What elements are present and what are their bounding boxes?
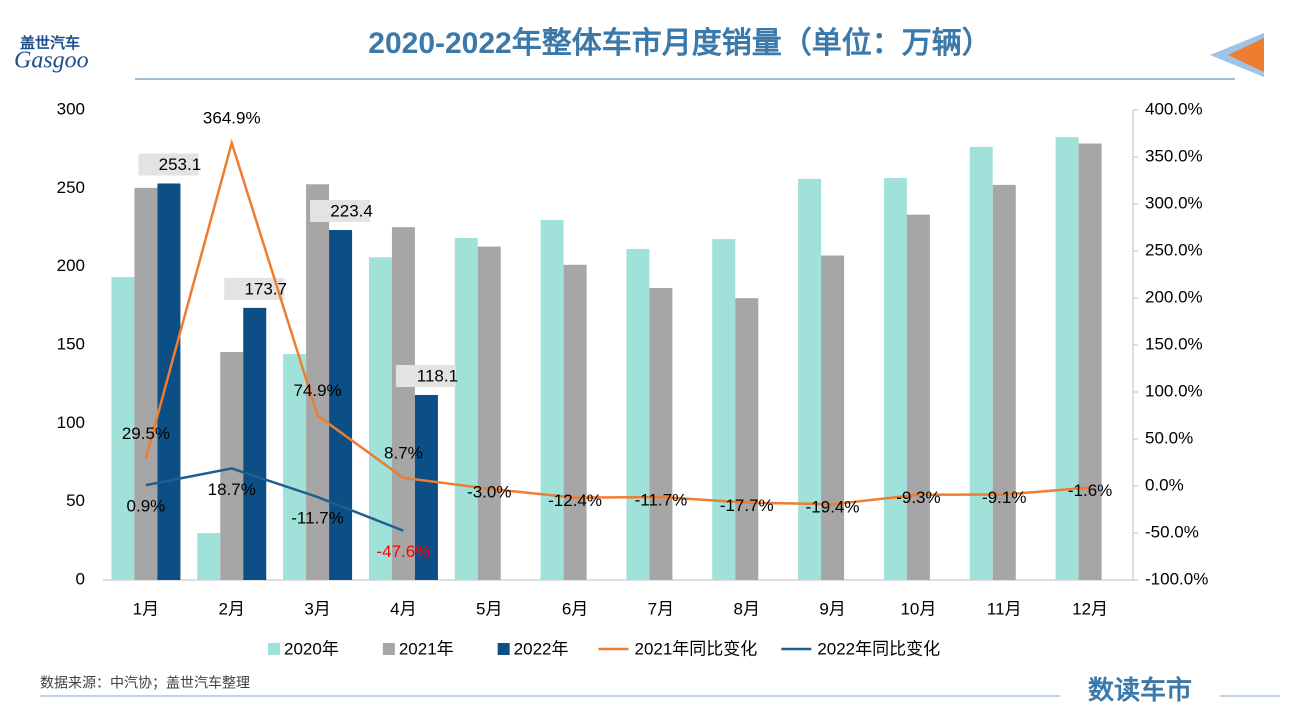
x-tick-label: 11月 [987,599,1022,618]
data-label: 29.5% [122,424,170,443]
bar [477,246,501,580]
label-box [224,277,285,300]
bar [306,184,330,580]
x-tick-label: 3月 [304,599,330,618]
data-label: 0.9% [127,497,166,516]
y2-tick-label: -50.0% [1145,522,1199,541]
data-label: -11.7% [291,508,344,527]
legend-label: 2020年 [284,639,339,658]
y2-tick-label: 300.0% [1145,193,1203,212]
bar [368,257,392,580]
label-box [138,153,199,176]
legend-swatch [497,643,510,655]
y2-tick-label: 400.0% [1145,99,1203,118]
bar [197,533,221,580]
legend-label: 2022年同比变化 [817,639,940,658]
y-tick-label: 300 [57,99,85,118]
bar [906,214,930,581]
line [145,467,404,532]
label-box [395,364,456,387]
y-tick-label: 250 [57,178,85,197]
bar [821,255,845,580]
bar [134,187,158,580]
legend-label: 2021年 [399,639,454,658]
bar [283,354,307,580]
x-tick-label: 5月 [476,599,502,618]
x-tick-label: 6月 [562,599,588,618]
bar [1078,143,1102,580]
y-tick-label: 100 [57,413,85,432]
bar [649,287,673,580]
x-tick-label: 7月 [648,599,674,618]
bar [563,264,587,580]
y-tick-label: 50 [66,491,85,510]
y-tick-label: 200 [57,256,85,275]
data-label: -12.4% [548,491,602,510]
bar [111,277,135,580]
bar [883,177,907,580]
data-label: -17.7% [720,496,774,515]
bar [626,248,650,581]
data-label: -11.7% [635,490,688,509]
x-tick-label: 2月 [219,599,245,618]
footer-brand: 数读车市 [1088,675,1192,705]
y-tick-label: 0 [76,569,85,588]
logo-cn: 盖世汽车 [20,34,80,52]
data-label: 18.7% [208,480,256,499]
bar [454,237,478,580]
x-tick-label: 4月 [390,599,416,618]
data-label: -1.6% [1068,481,1112,500]
bar [329,230,353,581]
x-tick-label: 12月 [1072,599,1108,618]
y2-tick-label: -100.0% [1145,569,1208,588]
y2-tick-label: 100.0% [1145,381,1203,400]
data-label: 364.9% [203,108,261,127]
x-tick-label: 8月 [734,599,760,618]
bar [157,183,181,580]
bar [391,227,415,581]
bar [992,184,1016,581]
bar [414,394,438,580]
data-label: -9.3% [896,488,940,507]
y2-tick-label: 0.0% [1145,475,1184,494]
data-label: -47.6% [376,542,430,561]
bar [798,178,822,580]
y-tick-label: 150 [57,334,85,353]
x-tick-label: 1月 [133,599,159,618]
legend-label: 2022年 [514,639,569,658]
source: 数据来源：中汽协；盖世汽车整理 [40,675,250,692]
legend-swatch [382,643,395,655]
y2-tick-label: 50.0% [1145,428,1193,447]
label-box [310,200,371,223]
data-label: -19.4% [806,498,860,517]
legend-swatch [268,643,280,655]
y2-tick-label: 150.0% [1145,334,1203,353]
bar [969,146,993,580]
bar [220,352,244,580]
data-label: -9.1% [982,488,1026,507]
y2-tick-label: 250.0% [1145,240,1203,259]
y2-tick-label: 200.0% [1145,287,1203,306]
x-tick-label: 9月 [819,599,845,618]
line [144,138,1091,506]
legend-label: 2021年同比变化 [634,639,757,658]
bar [712,239,736,581]
data-label: 8.7% [384,443,423,462]
data-label: 118.1 [417,366,458,385]
bar [540,219,564,581]
x-tick-label: 10月 [900,599,936,618]
data-label: 223.4 [330,201,373,220]
arrow-icon [1228,38,1264,72]
bar [1055,137,1079,580]
logo-en: Gasgoo [14,48,89,74]
data-label: -3.0% [467,482,511,501]
chart-title: 2020-2022年整体车市月度销量（单位：万辆） [368,26,991,60]
data-label: 74.9% [293,381,341,400]
bar [735,298,759,580]
data-label: 253.1 [159,155,202,174]
y2-tick-label: 350.0% [1145,146,1203,165]
bar [243,307,267,580]
